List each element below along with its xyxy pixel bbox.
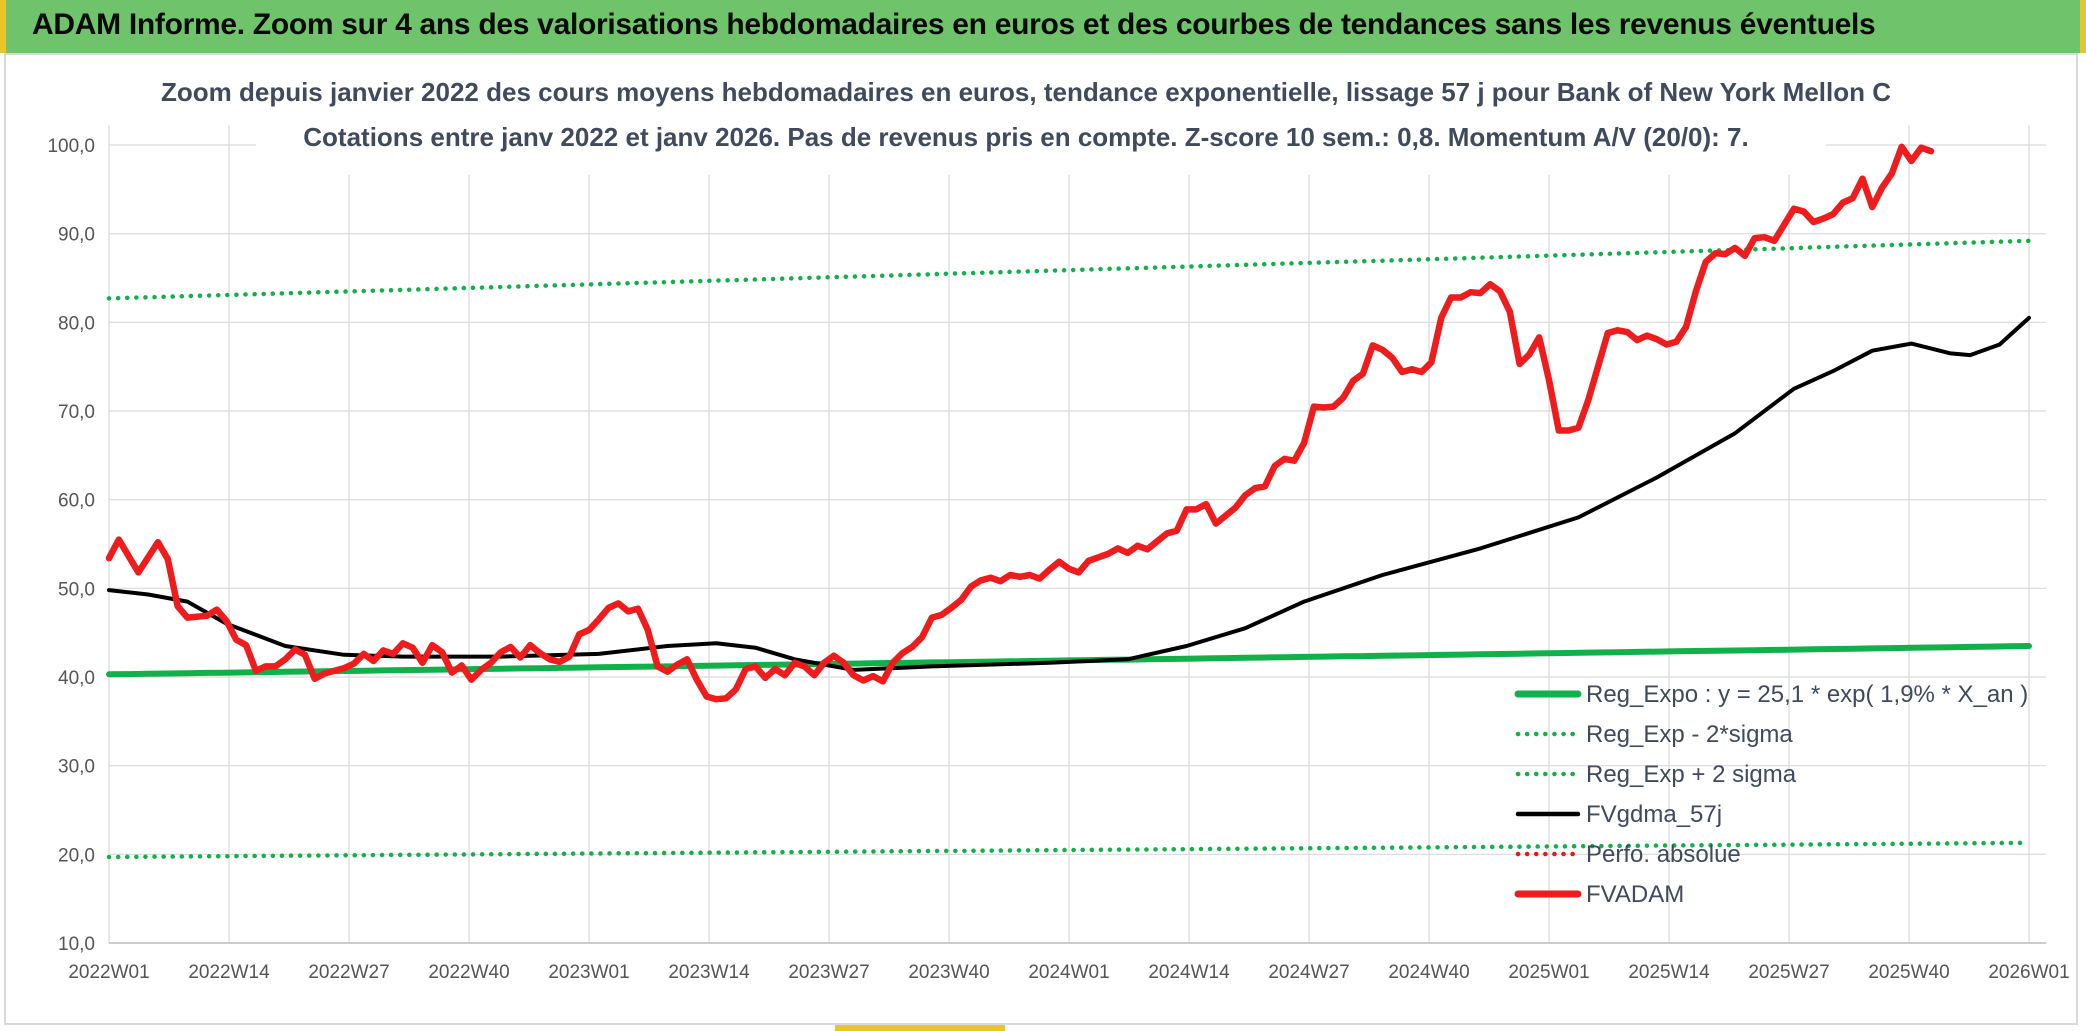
- x-tick-label: 2024W01: [1028, 962, 1109, 983]
- legend-label-1: Reg_Exp - 2*sigma: [1586, 721, 1793, 748]
- series-line-5: [105, 143, 1935, 703]
- report-title: ADAM Informe. Zoom sur 4 ans des valoris…: [32, 8, 1876, 41]
- x-tick-label: 2024W40: [1388, 962, 1469, 983]
- chart-title-line-2: Cotations entre janv 2022 et janv 2026. …: [303, 122, 1748, 152]
- y-axis-ticks: 10,0 20,0 30,0 40,0 50,0 60,0 70,0 80,0 90,0 100,…: [47, 136, 95, 955]
- y-tick-label: 100,0: [47, 136, 95, 157]
- legend-label-0: Reg_Expo : y = 25,1 * exp( 1,9% * X_an ): [1586, 681, 2028, 708]
- chart-legend: Reg_Expo : y = 25,1 * exp( 1,9% * X_an )…: [1514, 681, 2028, 908]
- x-tick-label: 2025W27: [1748, 962, 1829, 983]
- line-chart: 10,0 20,0 30,0 40,0 50,0 60,0 70,0 80,0 90,0 100,…: [47, 65, 2070, 983]
- x-tick-label: 2023W40: [908, 962, 989, 983]
- legend-label-4: Perfo. absolue: [1586, 841, 1741, 868]
- x-tick-label: 2022W40: [428, 962, 509, 983]
- chart-area: 10,0 20,0 30,0 40,0 50,0 60,0 70,0 80,0 90,0 100,…: [4, 53, 2078, 1025]
- chart-title-line-1: Zoom depuis janvier 2022 des cours moyen…: [161, 77, 1891, 107]
- series-line-1: [106, 840, 2032, 860]
- x-tick-label: 2024W14: [1148, 962, 1230, 983]
- legend-label-5: FVADAM: [1586, 881, 1684, 908]
- x-tick-label: 2025W14: [1628, 962, 1710, 983]
- x-axis-ticks: 2022W01 2022W14 2022W27 2022W40 2023W01 2023W…: [68, 962, 2069, 983]
- y-tick-label: 10,0: [58, 934, 95, 955]
- series-line-2: [106, 238, 2032, 301]
- y-tick-label: 50,0: [58, 579, 95, 600]
- y-tick-label: 80,0: [58, 313, 95, 334]
- x-tick-label: 2022W14: [188, 962, 270, 983]
- legend-label-3: FVgdma_57j: [1586, 801, 1722, 828]
- x-tick-label: 2023W27: [788, 962, 869, 983]
- bottom-accent-bar: [835, 1025, 1005, 1031]
- y-tick-label: 30,0: [58, 757, 95, 778]
- y-tick-label: 70,0: [58, 402, 95, 423]
- report-banner: ADAM Informe. Zoom sur 4 ans des valoris…: [0, 0, 2086, 53]
- x-tick-label: 2022W27: [308, 962, 389, 983]
- chart-title-backdrop: [256, 65, 1826, 175]
- x-tick-label: 2024W27: [1268, 962, 1349, 983]
- gridlines: [108, 125, 2046, 944]
- x-tick-label: 2025W40: [1868, 962, 1949, 983]
- series-layer: [105, 143, 2032, 860]
- x-tick-label: 2023W14: [668, 962, 750, 983]
- x-tick-label: 2022W01: [68, 962, 149, 983]
- x-tick-label: 2023W01: [548, 962, 629, 983]
- legend-label-2: Reg_Exp + 2 sigma: [1586, 761, 1797, 788]
- x-tick-label: 2026W01: [1988, 962, 2069, 983]
- y-tick-label: 40,0: [58, 668, 95, 689]
- y-tick-label: 20,0: [58, 845, 95, 866]
- y-tick-label: 90,0: [58, 225, 95, 246]
- y-tick-label: 60,0: [58, 491, 95, 512]
- x-tick-label: 2025W01: [1508, 962, 1589, 983]
